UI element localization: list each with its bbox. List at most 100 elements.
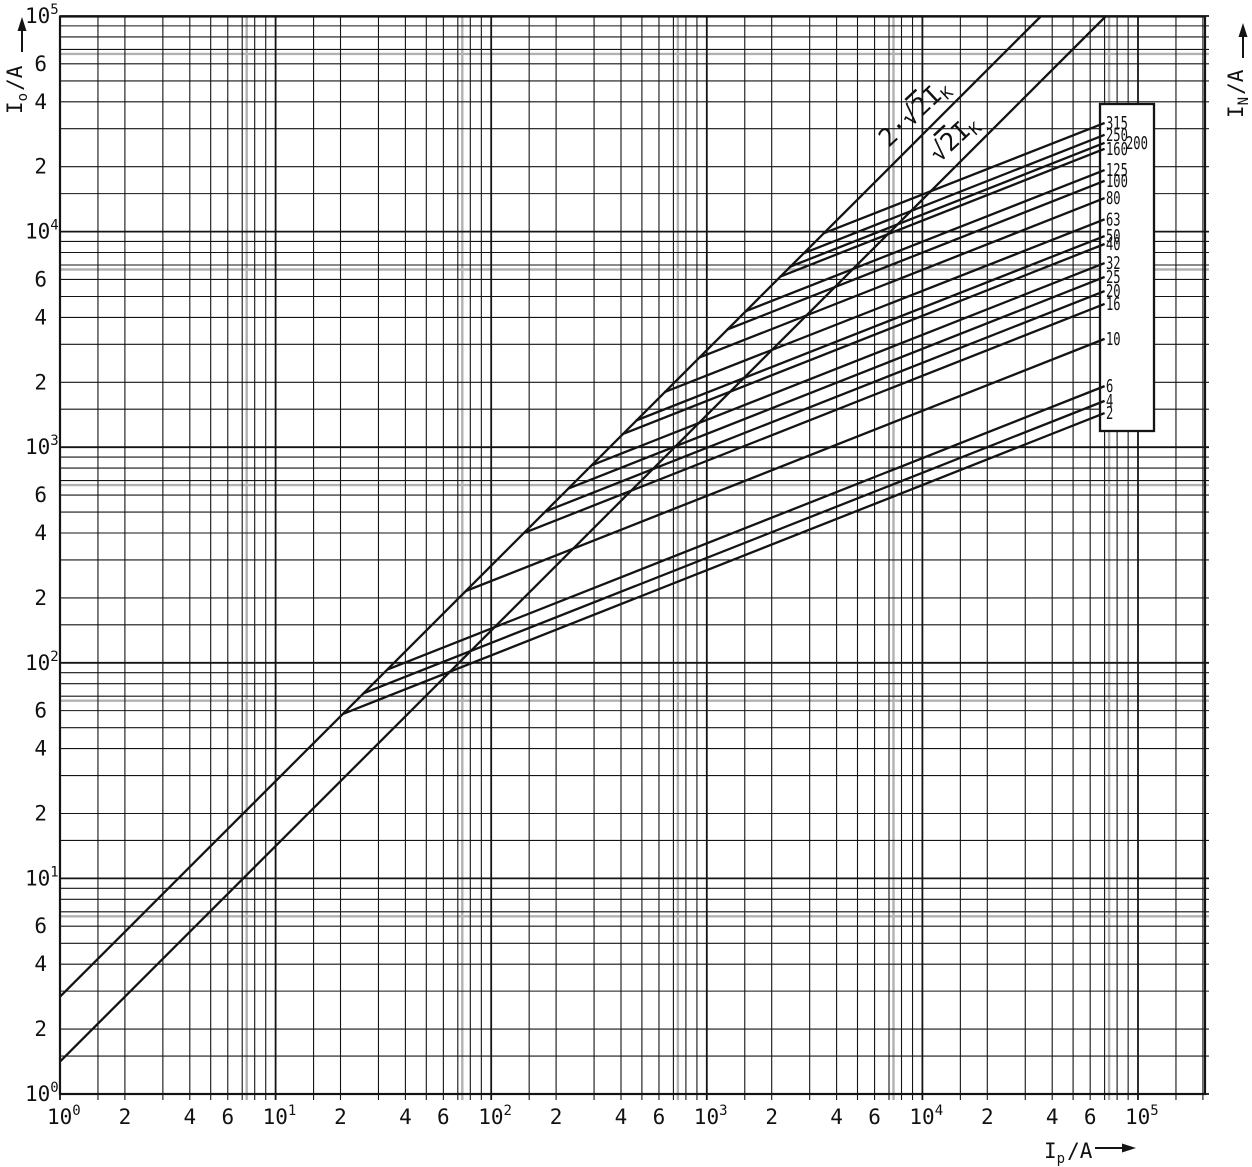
y-tick: 6 <box>34 267 47 291</box>
curve-label-16: 16 <box>1106 294 1121 315</box>
curve-20 <box>544 289 1106 513</box>
curve-label-25: 25 <box>1106 267 1121 288</box>
curve-label-100: 100 <box>1106 171 1128 192</box>
curve-63 <box>663 218 1106 394</box>
x-tick: 2 <box>550 1105 563 1129</box>
curve-4 <box>362 399 1106 695</box>
curve-label-4: 4 <box>1106 391 1113 412</box>
curve-200 <box>789 141 1106 268</box>
y-tick: 2 <box>34 155 47 179</box>
grid-ghost-lines <box>60 16 1209 1100</box>
gridlines <box>59 15 1209 1100</box>
envelope-lines: 2·√2IK√2IK <box>59 15 1107 1063</box>
x-tick: 2 <box>765 1105 778 1129</box>
x-tick: 6 <box>437 1105 450 1129</box>
curve-label-315: 315 <box>1106 113 1128 134</box>
curve-25 <box>567 275 1106 490</box>
plot-border <box>58 15 1207 1096</box>
curve-10 <box>465 337 1106 593</box>
x-tick-10e4: 104 <box>909 1103 943 1129</box>
x-tick-10e3: 103 <box>694 1103 728 1129</box>
y-tick: 6 <box>34 52 47 76</box>
y-tick: 2 <box>34 801 47 825</box>
envelope-peak-asymmetrical <box>59 15 1042 998</box>
plot-frame <box>58 15 1207 1096</box>
x-tick-10e1: 101 <box>263 1103 297 1129</box>
x-axis-arrow-head <box>1122 1143 1136 1153</box>
x-tick: 6 <box>1084 1105 1097 1129</box>
curve-label-50: 50 <box>1106 226 1121 247</box>
curve-6 <box>386 385 1106 671</box>
y-left-axis-title: Io/A <box>3 65 31 114</box>
y-tick: 6 <box>34 699 47 723</box>
y-tick: 2 <box>34 1017 47 1041</box>
curve-label-6: 6 <box>1106 376 1113 397</box>
curve-125 <box>744 168 1106 313</box>
y-tick-10e5: 105 <box>25 2 59 28</box>
curve-label-200: 200 <box>1126 133 1148 154</box>
curve-label-63: 63 <box>1106 209 1121 230</box>
curve-label-160: 160 <box>1106 139 1128 160</box>
x-axis-title: Ip/A <box>1044 1139 1093 1167</box>
curve-100 <box>726 179 1106 331</box>
curve-16 <box>522 302 1106 535</box>
y-axis-tick-labels: 105 6 4 2 104 6 4 2 103 6 4 2 102 6 4 2 101 6 4 2 100 <box>25 2 59 1106</box>
y-tick: 6 <box>34 483 47 507</box>
y-tick: 4 <box>34 952 47 976</box>
curve-label-125: 125 <box>1106 160 1128 181</box>
x-tick: 2 <box>119 1105 132 1129</box>
axis-titles: Io/A IN/A Ip/A <box>3 17 1252 1167</box>
x-tick-10e5: 105 <box>1125 1103 1159 1129</box>
curve-label-40: 40 <box>1106 234 1121 255</box>
y-tick: 2 <box>34 370 47 394</box>
envelope-peak-symmetrical <box>59 15 1107 1063</box>
x-tick: 6 <box>653 1105 666 1129</box>
y-tick: 2 <box>34 586 47 610</box>
curve-label-10: 10 <box>1106 329 1121 350</box>
x-tick-10e2: 102 <box>478 1103 512 1129</box>
y-tick-10e0: 100 <box>25 1080 59 1106</box>
curve-label-2: 2 <box>1106 403 1113 424</box>
curve-label-250: 250 <box>1106 125 1128 146</box>
x-tick: 6 <box>221 1105 234 1129</box>
ratings-legend-box <box>1098 102 1156 433</box>
envelope-label-peak-symmetrical: √2IK <box>923 109 985 170</box>
y-tick: 6 <box>34 914 47 938</box>
x-axis-tick-labels: 100 2 4 6 101 2 4 6 102 2 4 6 103 2 4 6 104 2 4 6 105 <box>47 1103 1159 1129</box>
rating-curves <box>342 121 1106 715</box>
y-tick: 4 <box>34 737 47 761</box>
curve-50 <box>635 234 1106 422</box>
y-right-axis-title: IN/A <box>1224 69 1252 118</box>
y-tick: 4 <box>34 305 47 329</box>
curve-label-20: 20 <box>1106 281 1121 302</box>
x-tick: 2 <box>334 1105 347 1129</box>
curve-315 <box>822 121 1106 235</box>
y-right-axis-arrow-head <box>1238 23 1248 37</box>
curve-32 <box>590 261 1106 467</box>
curve-label-32: 32 <box>1106 253 1121 274</box>
y-tick-10e4: 104 <box>25 218 59 244</box>
curve-label-80: 80 <box>1106 188 1121 209</box>
x-tick: 4 <box>183 1105 196 1129</box>
curve-160 <box>779 147 1106 278</box>
x-tick: 4 <box>399 1105 412 1129</box>
y-tick-10e3: 103 <box>25 433 59 459</box>
y-tick-10e1: 101 <box>25 864 59 890</box>
curve-250 <box>802 133 1106 255</box>
x-tick: 4 <box>615 1105 628 1129</box>
x-tick: 6 <box>868 1105 881 1129</box>
curve-2 <box>342 411 1106 715</box>
curve-40 <box>622 242 1106 436</box>
x-tick: 4 <box>1046 1105 1059 1129</box>
x-tick: 2 <box>981 1105 994 1129</box>
y-tick: 4 <box>34 521 47 545</box>
x-tick-10e0: 100 <box>47 1103 81 1129</box>
curve-80 <box>698 197 1106 359</box>
y-tick-10e2: 102 <box>25 649 59 675</box>
y-left-axis-arrow-head <box>17 17 27 31</box>
y-tick: 4 <box>34 90 47 114</box>
x-tick: 4 <box>830 1105 843 1129</box>
